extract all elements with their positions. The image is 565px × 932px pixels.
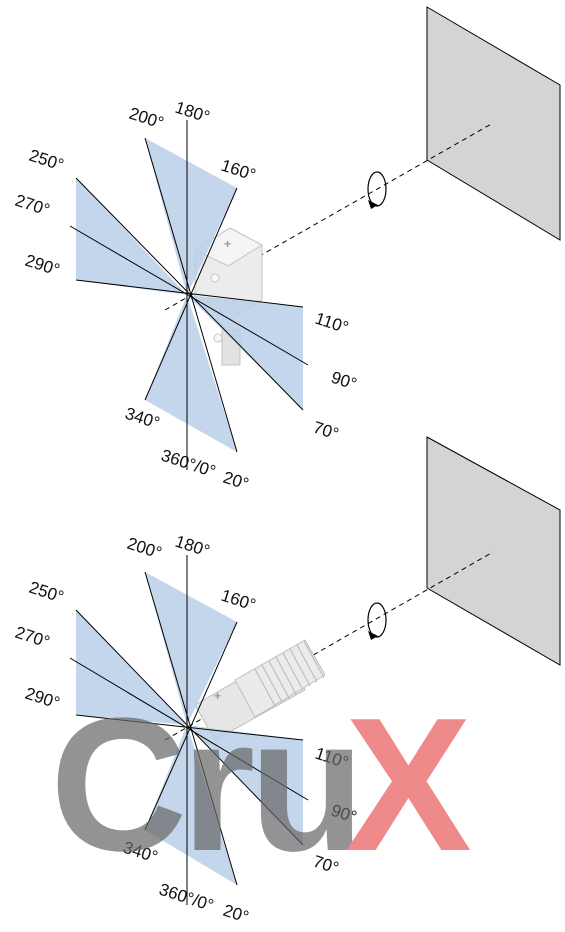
svg-text:+: +: [224, 237, 231, 251]
rotation-arrow-icon: [367, 602, 387, 640]
block-sensor: +: [193, 227, 264, 366]
angle-label-20: 20°: [221, 901, 251, 927]
angle-label-270: 270°: [13, 623, 52, 652]
angle-label-180: 180°: [173, 98, 212, 127]
angle-label-180: 180°: [173, 532, 212, 561]
sector-250-290: [76, 178, 187, 295]
angle-label-160: 160°: [219, 156, 258, 185]
diagram-top: + 200° 180° 160° 250° 270° 290° 110°: [13, 6, 561, 494]
angle-label-20: 20°: [221, 468, 251, 494]
sector-160-200: [145, 138, 237, 295]
sector-340-20: [145, 295, 237, 452]
angle-label-110: 110°: [313, 309, 351, 338]
target-plate: [426, 6, 561, 241]
sector-340-20: [145, 725, 237, 885]
angle-label-90: 90°: [329, 368, 359, 394]
angle-label-70: 70°: [311, 418, 341, 444]
sector-70-110: [187, 295, 303, 410]
angle-label-290: 290°: [23, 251, 62, 280]
target-plate: [426, 436, 561, 666]
angle-label-250: 250°: [27, 578, 66, 607]
sector-160-200: [145, 572, 237, 725]
ray-group: [69, 555, 309, 905]
watermark-text-main: Cru: [50, 679, 359, 891]
angle-label-160: 160°: [219, 586, 258, 615]
watermark-logo: Cru X: [50, 679, 472, 891]
rotation-arrow-icon: [367, 171, 387, 209]
angle-label-270: 270°: [13, 191, 52, 220]
angle-label-250: 250°: [27, 146, 66, 175]
angle-labels: 200° 180° 160° 250° 270° 290° 110° 90° 7…: [13, 98, 359, 494]
watermark-text-accent: X: [345, 679, 472, 891]
angle-label-200: 200°: [125, 534, 164, 563]
svg-text:+: +: [214, 689, 221, 703]
sector-group: [76, 138, 303, 452]
angle-label-340: 340°: [123, 404, 162, 433]
angle-label-360: 360°/0°: [159, 446, 218, 481]
angle-label-200: 200°: [127, 104, 166, 133]
ray-group: [69, 120, 309, 470]
